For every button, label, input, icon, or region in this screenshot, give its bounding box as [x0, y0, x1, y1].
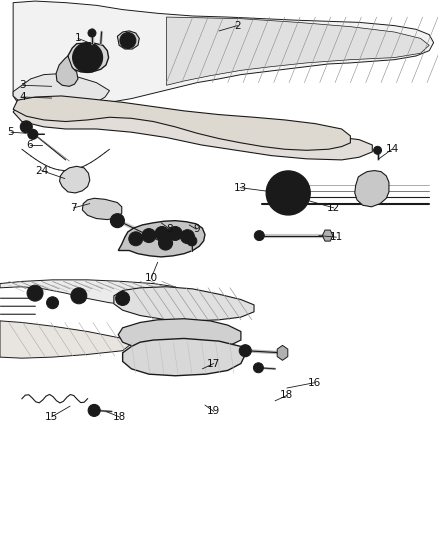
Text: 18: 18: [113, 412, 126, 422]
Circle shape: [187, 236, 197, 246]
Text: 24: 24: [35, 166, 48, 175]
Circle shape: [146, 232, 152, 239]
Circle shape: [81, 51, 95, 64]
Circle shape: [239, 345, 251, 357]
Polygon shape: [0, 321, 131, 358]
Text: 17: 17: [207, 359, 220, 368]
Circle shape: [184, 233, 191, 240]
Polygon shape: [123, 338, 245, 376]
Text: 11: 11: [330, 232, 343, 242]
Circle shape: [374, 146, 381, 155]
Circle shape: [155, 227, 169, 240]
Polygon shape: [355, 171, 389, 207]
Polygon shape: [114, 287, 254, 321]
Circle shape: [274, 179, 302, 207]
Text: 13: 13: [233, 183, 247, 192]
Text: 4: 4: [19, 92, 26, 102]
Polygon shape: [118, 319, 241, 352]
Circle shape: [75, 292, 83, 300]
Circle shape: [133, 236, 139, 242]
Text: 3: 3: [19, 80, 26, 90]
Text: 12: 12: [327, 203, 340, 213]
Circle shape: [159, 236, 173, 250]
Text: 5: 5: [7, 127, 14, 137]
Polygon shape: [0, 280, 184, 305]
Polygon shape: [56, 56, 78, 86]
Text: 16: 16: [308, 378, 321, 387]
Polygon shape: [117, 31, 139, 49]
Text: 2: 2: [234, 21, 241, 30]
Circle shape: [172, 230, 178, 237]
Polygon shape: [82, 198, 122, 220]
Circle shape: [31, 289, 39, 297]
Text: 8: 8: [166, 224, 173, 234]
Text: 18: 18: [280, 391, 293, 400]
Circle shape: [46, 297, 59, 309]
Polygon shape: [68, 43, 109, 72]
Circle shape: [88, 405, 100, 416]
Circle shape: [88, 29, 96, 37]
Circle shape: [254, 363, 263, 373]
Text: 15: 15: [45, 412, 58, 422]
Polygon shape: [322, 230, 333, 241]
Text: 9: 9: [193, 224, 200, 234]
Polygon shape: [118, 221, 205, 257]
Text: 6: 6: [26, 140, 33, 150]
Circle shape: [159, 230, 165, 237]
Circle shape: [168, 227, 182, 240]
Circle shape: [27, 285, 43, 301]
Polygon shape: [277, 345, 288, 360]
Circle shape: [120, 295, 126, 302]
Text: 14: 14: [385, 144, 399, 154]
Circle shape: [254, 231, 264, 240]
Polygon shape: [60, 166, 90, 193]
Circle shape: [110, 214, 124, 228]
Circle shape: [20, 121, 32, 133]
Circle shape: [73, 43, 102, 72]
Polygon shape: [166, 17, 429, 85]
Circle shape: [116, 292, 130, 305]
Circle shape: [142, 229, 156, 243]
Polygon shape: [13, 74, 110, 109]
Circle shape: [180, 230, 194, 244]
Text: 10: 10: [145, 273, 158, 283]
Text: 19: 19: [207, 407, 220, 416]
Text: 7: 7: [70, 203, 77, 213]
Circle shape: [28, 130, 38, 139]
Circle shape: [49, 300, 56, 306]
Circle shape: [266, 171, 310, 215]
Circle shape: [124, 36, 132, 45]
Circle shape: [129, 232, 143, 246]
Polygon shape: [13, 1, 434, 109]
Circle shape: [120, 33, 136, 49]
Circle shape: [71, 288, 87, 304]
Text: 1: 1: [74, 34, 81, 43]
Circle shape: [282, 187, 294, 199]
Polygon shape: [13, 102, 372, 160]
Polygon shape: [13, 96, 350, 150]
